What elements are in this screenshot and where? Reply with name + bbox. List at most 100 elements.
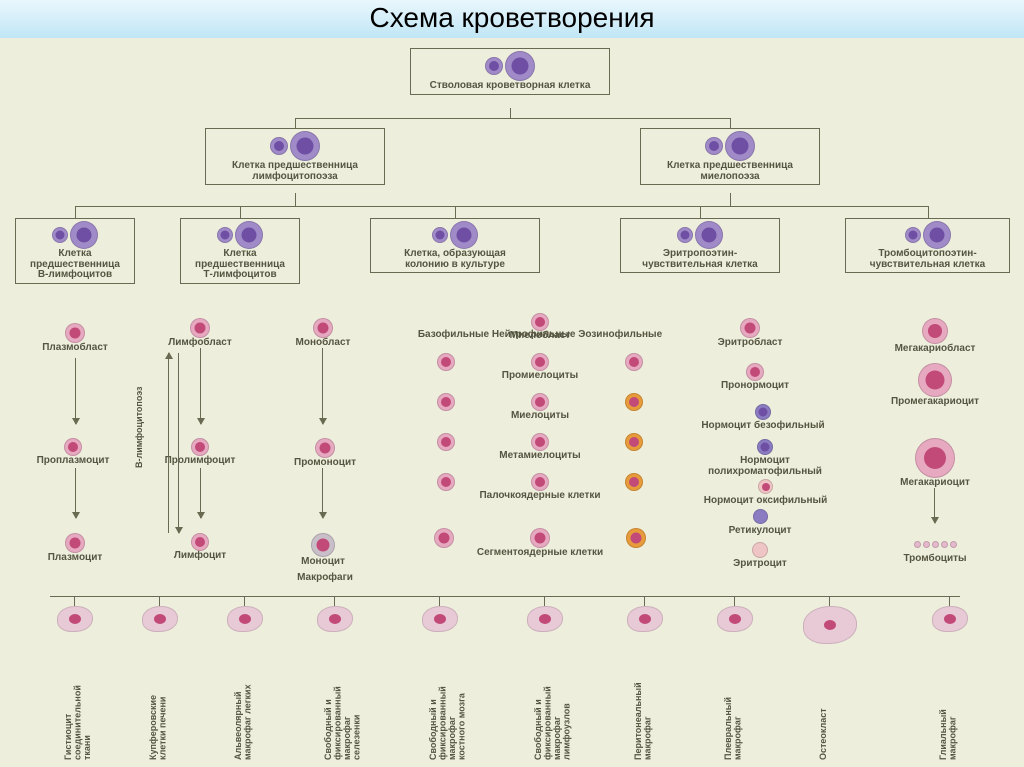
node-label: Плазмоцит [30, 553, 120, 564]
node-b_prog: КлеткапредшественницаВ-лимфоцитов [15, 218, 135, 284]
node-myel_prog: Клетка предшественницамиелопоэза [640, 128, 820, 185]
node-erythrocyte: Эритроцит [710, 541, 810, 570]
node-reticulocyte: Ретикулоцит [705, 508, 815, 537]
node-lymphoblast: Лимфобласт [155, 318, 245, 349]
macrophage-6 [610, 606, 680, 632]
node-label: КлеткапредшественницаТ-лимфоцитов [185, 249, 295, 281]
node-label: Нормоцит безофильный [688, 421, 838, 432]
node-pronormocyte: Пронормоцит [700, 363, 810, 392]
node-label: Нормоцит оксифильный [688, 496, 843, 507]
macrophage-8 [795, 606, 865, 644]
node-metamyelo: Метамиелоциты [380, 433, 700, 462]
macrophage-label-5: Свободный ификсированныймакрофаглимфоузл… [534, 650, 572, 760]
arrow [322, 348, 323, 424]
node-monocyte: Моноцит [278, 533, 368, 568]
node-label: Лимфобласт [155, 338, 245, 349]
title-bar: Схема кроветворения [0, 0, 1024, 38]
macrophage-label-0: Гистиоцитсоединительнойткани [64, 650, 92, 760]
node-label: Промоноцит [275, 458, 375, 469]
node-promonocyte: Промоноцит [275, 438, 375, 469]
side-label: В-лимфоцитопоэз [135, 348, 144, 468]
node-label: Клетка предшественницамиелопоэза [645, 161, 815, 182]
node-label: Тромбоцитопоэтин-чувствительная клетка [850, 249, 1005, 270]
node-lymph_prog: Клетка предшественницалимфоцитопоэза [205, 128, 385, 185]
node-segmented: Сегментоядерные клетки [380, 528, 700, 559]
node-label: Пролимфоцит [150, 456, 250, 467]
node-label: Нормоцитполихроматофильный [700, 456, 830, 477]
node-t_prog: КлеткапредшественницаТ-лимфоцитов [180, 218, 300, 284]
node-label: Палочкоядерные клетки [380, 491, 700, 502]
node-label: Сегментоядерные клетки [380, 548, 700, 559]
node-proplasmocyte: Проплазмоцит [18, 438, 128, 467]
node-label: Пронормоцит [700, 381, 810, 392]
macrophage-2 [210, 606, 280, 632]
node-promyelo: Промиелоциты [380, 353, 700, 382]
node-lymphocyte: Лимфоцит [155, 533, 245, 562]
macrophage-5 [510, 606, 580, 632]
node-label: Мегакариобласт [870, 344, 1000, 355]
node-label: Базофильные Нейтрофильные Эозинофильные [380, 330, 700, 341]
node-label: КлеткапредшественницаВ-лимфоцитов [20, 249, 130, 281]
node-label: Монобласт [278, 338, 368, 349]
arrow [200, 468, 201, 518]
node-macrophage_label: Макрофаги [250, 573, 400, 584]
node-label: Метамиелоциты [380, 451, 700, 462]
node-label: Тромбоциты [875, 554, 995, 565]
macrophage-0 [40, 606, 110, 632]
arrow [322, 468, 323, 518]
node-cfu: Клетка, образующаяколонию в культуре [370, 218, 540, 273]
node-tpo: Тромбоцитопоэтин-чувствительная клетка [845, 218, 1010, 273]
node-granulo_header: Базофильные Нейтрофильные Эозинофильные [380, 330, 700, 341]
macrophage-label-9: Глиальныймакрофаг [939, 650, 958, 760]
node-label: Плазмобласт [30, 343, 120, 354]
node-label: Мегакариоцит [870, 478, 1000, 489]
macrophage-9 [915, 606, 985, 632]
node-label: Эритробласт [700, 338, 800, 349]
node-promegakaryo: Промегакариоцит [860, 363, 1010, 408]
node-plasmocyte: Плазмоцит [30, 533, 120, 564]
node-erythroblast: Эритробласт [700, 318, 800, 349]
node-label: Макрофаги [250, 573, 400, 584]
macrophage-label-2: Альвеолярныймакрофаг легких [234, 650, 253, 760]
node-label: Стволовая кроветворная клетка [415, 81, 605, 92]
node-epo: Эритропоэтин-чувствительная клетка [620, 218, 780, 273]
node-label: Клетка, образующаяколонию в культуре [375, 249, 535, 270]
node-root: Стволовая кроветворная клетка [410, 48, 610, 95]
macrophage-label-6: Перитонеальныймакрофаг [634, 650, 653, 760]
node-label: Проплазмоцит [18, 456, 128, 467]
node-myelo: Миелоциты [380, 393, 700, 422]
node-megakaryoblast: Мегакариобласт [870, 318, 1000, 355]
macrophage-label-3: Свободный ификсированныймакрофагселезенк… [324, 650, 362, 760]
node-plasmoblast: Плазмобласт [30, 323, 120, 354]
node-normooxy: Нормоцит оксифильный [688, 478, 843, 507]
node-monoblast: Монобласт [278, 318, 368, 349]
arrow [934, 488, 935, 523]
arrow [75, 358, 76, 424]
macrophage-7 [700, 606, 770, 632]
node-thrombocytes: Тромбоциты [875, 536, 995, 565]
page-title: Схема кроветворения [0, 0, 1024, 34]
macrophage-label-4: Свободный ификсированныймакрофагкостного… [429, 650, 467, 760]
node-label: Промиелоциты [380, 371, 700, 382]
macrophage-4 [405, 606, 475, 632]
node-normobaso: Нормоцит безофильный [688, 403, 838, 432]
arrow [75, 468, 76, 518]
node-label: Лимфоцит [155, 551, 245, 562]
node-megakaryo: Мегакариоцит [870, 438, 1000, 489]
node-label: Эритроцит [710, 559, 810, 570]
node-label: Моноцит [278, 557, 368, 568]
node-prolymphocyte: Пролимфоцит [150, 438, 250, 467]
macrophage-label-8: Остеокласт [819, 650, 828, 760]
node-label: Эритропоэтин-чувствительная клетка [625, 249, 775, 270]
node-label: Промегакариоцит [860, 397, 1010, 408]
macrophage-label-1: Купферовскиеклетки печени [149, 650, 168, 760]
macrophage-1 [125, 606, 195, 632]
node-normopoly: Нормоцитполихроматофильный [700, 438, 830, 477]
macrophage-label-7: Плевральныймакрофаг [724, 650, 743, 760]
node-label: Клетка предшественницалимфоцитопоэза [210, 161, 380, 182]
node-label: Миелоциты [380, 411, 700, 422]
arrow [200, 348, 201, 424]
hematopoiesis-chart: Стволовая кроветворная клетка Клетка пред… [0, 38, 1024, 767]
node-label: Ретикулоцит [705, 526, 815, 537]
macrophage-3 [300, 606, 370, 632]
